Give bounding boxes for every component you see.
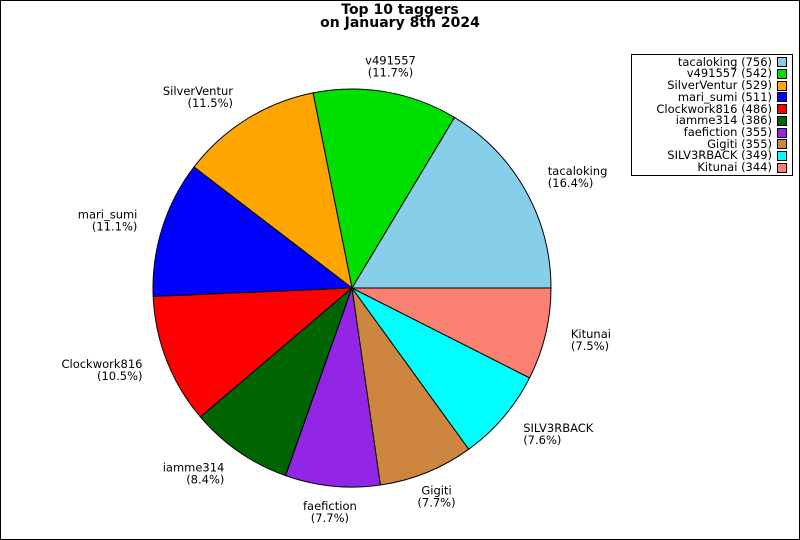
legend-swatch	[777, 150, 787, 161]
pie-label-tacaloking: tacaloking (16.4%)	[548, 164, 608, 190]
legend-item-Clockwork816: Clockwork816 (486)	[634, 101, 787, 116]
legend-item-label: Kitunai (344)	[697, 160, 772, 175]
pie-label-Gigiti: Gigiti (7.7%)	[417, 484, 455, 510]
legend-item-v491557: v491557 (542)	[634, 68, 787, 79]
legend-swatch	[777, 92, 787, 103]
pie-slice-Gigiti	[351, 287, 470, 486]
pie-label-v491557: v491557 (11.7%)	[365, 53, 416, 79]
legend-item-label: mari_sumi (511)	[677, 89, 772, 104]
pie-label-SILV3RBACK: SILV3RBACK (7.6%)	[523, 421, 594, 447]
legend-item-label: Gigiti (355)	[707, 136, 772, 151]
legend-item-mari_sumi: mari_sumi (511)	[634, 89, 787, 104]
legend-item-label: tacaloking (756)	[677, 54, 772, 69]
pie-label-faefiction: faefiction (7.7%)	[303, 499, 357, 525]
legend-item-SilverVentur: SilverVentur (529)	[634, 78, 787, 93]
pie-slice-iamme314	[199, 286, 354, 477]
chart-title: Top 10 taggers on January 8th 2024	[1, 2, 799, 31]
pie-label-SilverVentur: SilverVentur (11.5%)	[163, 84, 233, 110]
legend-item-iamme314: iamme314 (386)	[634, 115, 787, 126]
chart-title-line1: Top 10 taggers	[341, 2, 459, 18]
pie-label-Clockwork816: Clockwork816 (10.5%)	[61, 357, 142, 383]
chart-title-line2: on January 8th 2024	[320, 15, 480, 31]
pie-slice-Clockwork816	[152, 287, 354, 418]
pie-slice-SILV3RBACK	[351, 287, 531, 450]
legend-swatch	[777, 162, 787, 173]
pie-slice-tacaloking	[351, 116, 552, 289]
legend-item-faefiction: faefiction (355)	[634, 125, 787, 140]
pie-label-iamme314: iamme314 (8.4%)	[163, 460, 225, 486]
legend-item-label: iamme314 (386)	[675, 113, 772, 128]
legend-item-label: SILV3RBACK (349)	[667, 148, 772, 163]
legend-item-Gigiti: Gigiti (355)	[634, 136, 787, 151]
legend-item-SILV3RBACK: SILV3RBACK (349)	[634, 150, 787, 161]
pie-slice-Kitunai	[351, 287, 552, 379]
legend-swatch	[777, 127, 787, 138]
legend-item-label: SilverVentur (529)	[667, 78, 772, 93]
legend-item-tacaloking: tacaloking (756)	[634, 54, 787, 69]
pie-label-mari_sumi: mari_sumi (11.1%)	[78, 207, 138, 233]
legend-item-Kitunai: Kitunai (344)	[634, 160, 787, 175]
legend-box: tacaloking (756) v491557 (542) SilverVentu…	[631, 54, 793, 176]
legend-swatch	[777, 57, 787, 68]
legend-item-label: faefiction (355)	[683, 125, 772, 140]
legend-swatch	[777, 139, 787, 150]
pie-slice-faefiction	[284, 287, 381, 488]
legend-swatch	[777, 80, 787, 91]
legend-item-label: v491557 (542)	[686, 66, 772, 81]
legend-swatch	[777, 104, 787, 115]
pie-label-Kitunai: Kitunai (7.5%)	[571, 327, 611, 353]
pie-slice-mari_sumi	[152, 166, 354, 298]
legend-item-label: Clockwork816 (486)	[656, 101, 772, 116]
pie-slice-SilverVentur	[193, 92, 353, 290]
legend-swatch	[777, 115, 787, 126]
pie-slice-v491557	[312, 88, 456, 290]
legend-swatch	[777, 68, 787, 79]
